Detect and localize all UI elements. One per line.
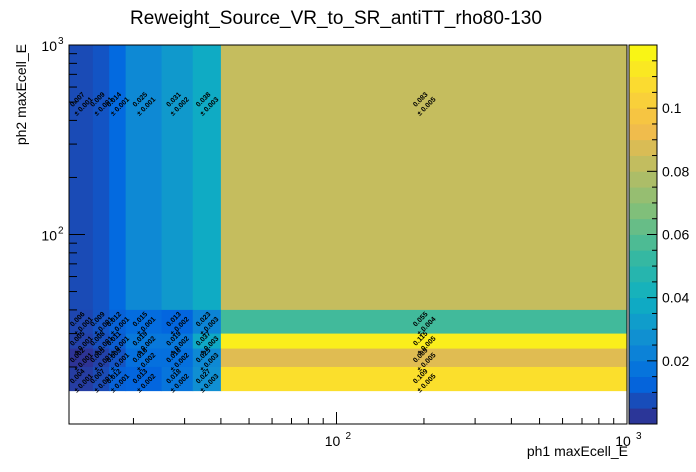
palette-band [629,360,657,378]
palette-band [629,123,657,141]
heatmap-cell [161,333,194,350]
heatmap-cell [220,366,628,392]
palette-band [629,108,657,125]
palette-band [629,297,657,314]
palette-band [629,45,657,62]
palette-band [629,313,657,330]
heatmap-cell [125,45,163,311]
heatmap-cell [161,348,194,368]
heatmap-cell [109,366,127,392]
palette-band [629,376,657,393]
palette-label: 0.02 [662,353,689,369]
y-axis-title: ph2 maxEcell_E [13,44,29,145]
x-tick-label-exponent: 2 [345,431,351,442]
palette-band [629,266,657,283]
heatmap-cell [220,333,628,350]
heatmap-cell [161,45,194,311]
heatmap-cell [92,366,110,392]
heatmap-cell [220,348,628,368]
heatmap-cell [109,45,127,311]
y-tick-label-exponent: 2 [58,226,64,237]
heatmap-cell [125,333,163,350]
heatmap-cell [92,348,110,368]
x-axis-ticks: 10 2 10 3 [132,412,642,449]
heatmap-cells [69,45,628,392]
palette-label: 0.08 [662,163,689,179]
palette-label: 0.1 [662,100,682,116]
color-palette: 0.02 0.04 0.06 0.08 0.1 [628,44,689,425]
palette-band [629,250,657,267]
palette-band [629,329,657,346]
heatmap-cell [220,309,628,335]
palette-band [629,76,657,93]
heatmap-cell [192,348,222,368]
heatmap-cell [109,309,127,335]
x-tick-label-exponent: 3 [636,431,642,442]
palette-band [629,171,657,188]
palette-band [629,155,657,172]
heatmap-cell [220,45,628,311]
chart-title: Reweight_Source_VR_to_SR_antiTT_rho80-13… [130,8,542,29]
palette-band [629,392,657,409]
y-tick-label: 10 [41,38,57,54]
palette-band [629,202,657,220]
y-tick-label: 10 [41,228,57,244]
palette-band [629,218,657,235]
heatmap-cell [109,348,127,368]
heatmap-cell [192,366,222,392]
heatmap-cell [161,309,194,335]
palette-band [629,60,657,77]
palette-band [629,234,657,251]
x-axis-title: ph1 maxEcell_E [527,443,628,459]
palette-band [629,408,657,425]
x-tick-label: 10 [325,433,341,449]
palette-band [629,345,657,362]
x-tick-label: 10 [615,433,631,449]
heatmap-cell [92,309,110,335]
palette-label: 0.04 [662,290,689,306]
y-tick-label-exponent: 3 [58,36,64,47]
heatmap-cell [125,366,163,392]
heatmap-cell [109,333,127,350]
heatmap-cell [69,333,94,350]
palette-band [629,187,657,204]
heatmap-cell [92,333,110,350]
heatmap-cell [161,366,194,392]
palette-band [629,92,657,109]
heatmap-cell [69,366,94,392]
heatmap-cell [69,348,94,368]
heatmap-cell [125,348,163,368]
heatmap-cell [92,45,110,311]
palette-label: 0.06 [662,227,689,243]
palette-band [629,281,657,299]
heatmap-cell [125,309,163,335]
heatmap-cell [192,309,222,335]
palette-band [629,139,657,156]
heatmap-cell [192,45,222,311]
heatmap-cell [69,309,94,335]
heatmap-cell [192,333,222,350]
